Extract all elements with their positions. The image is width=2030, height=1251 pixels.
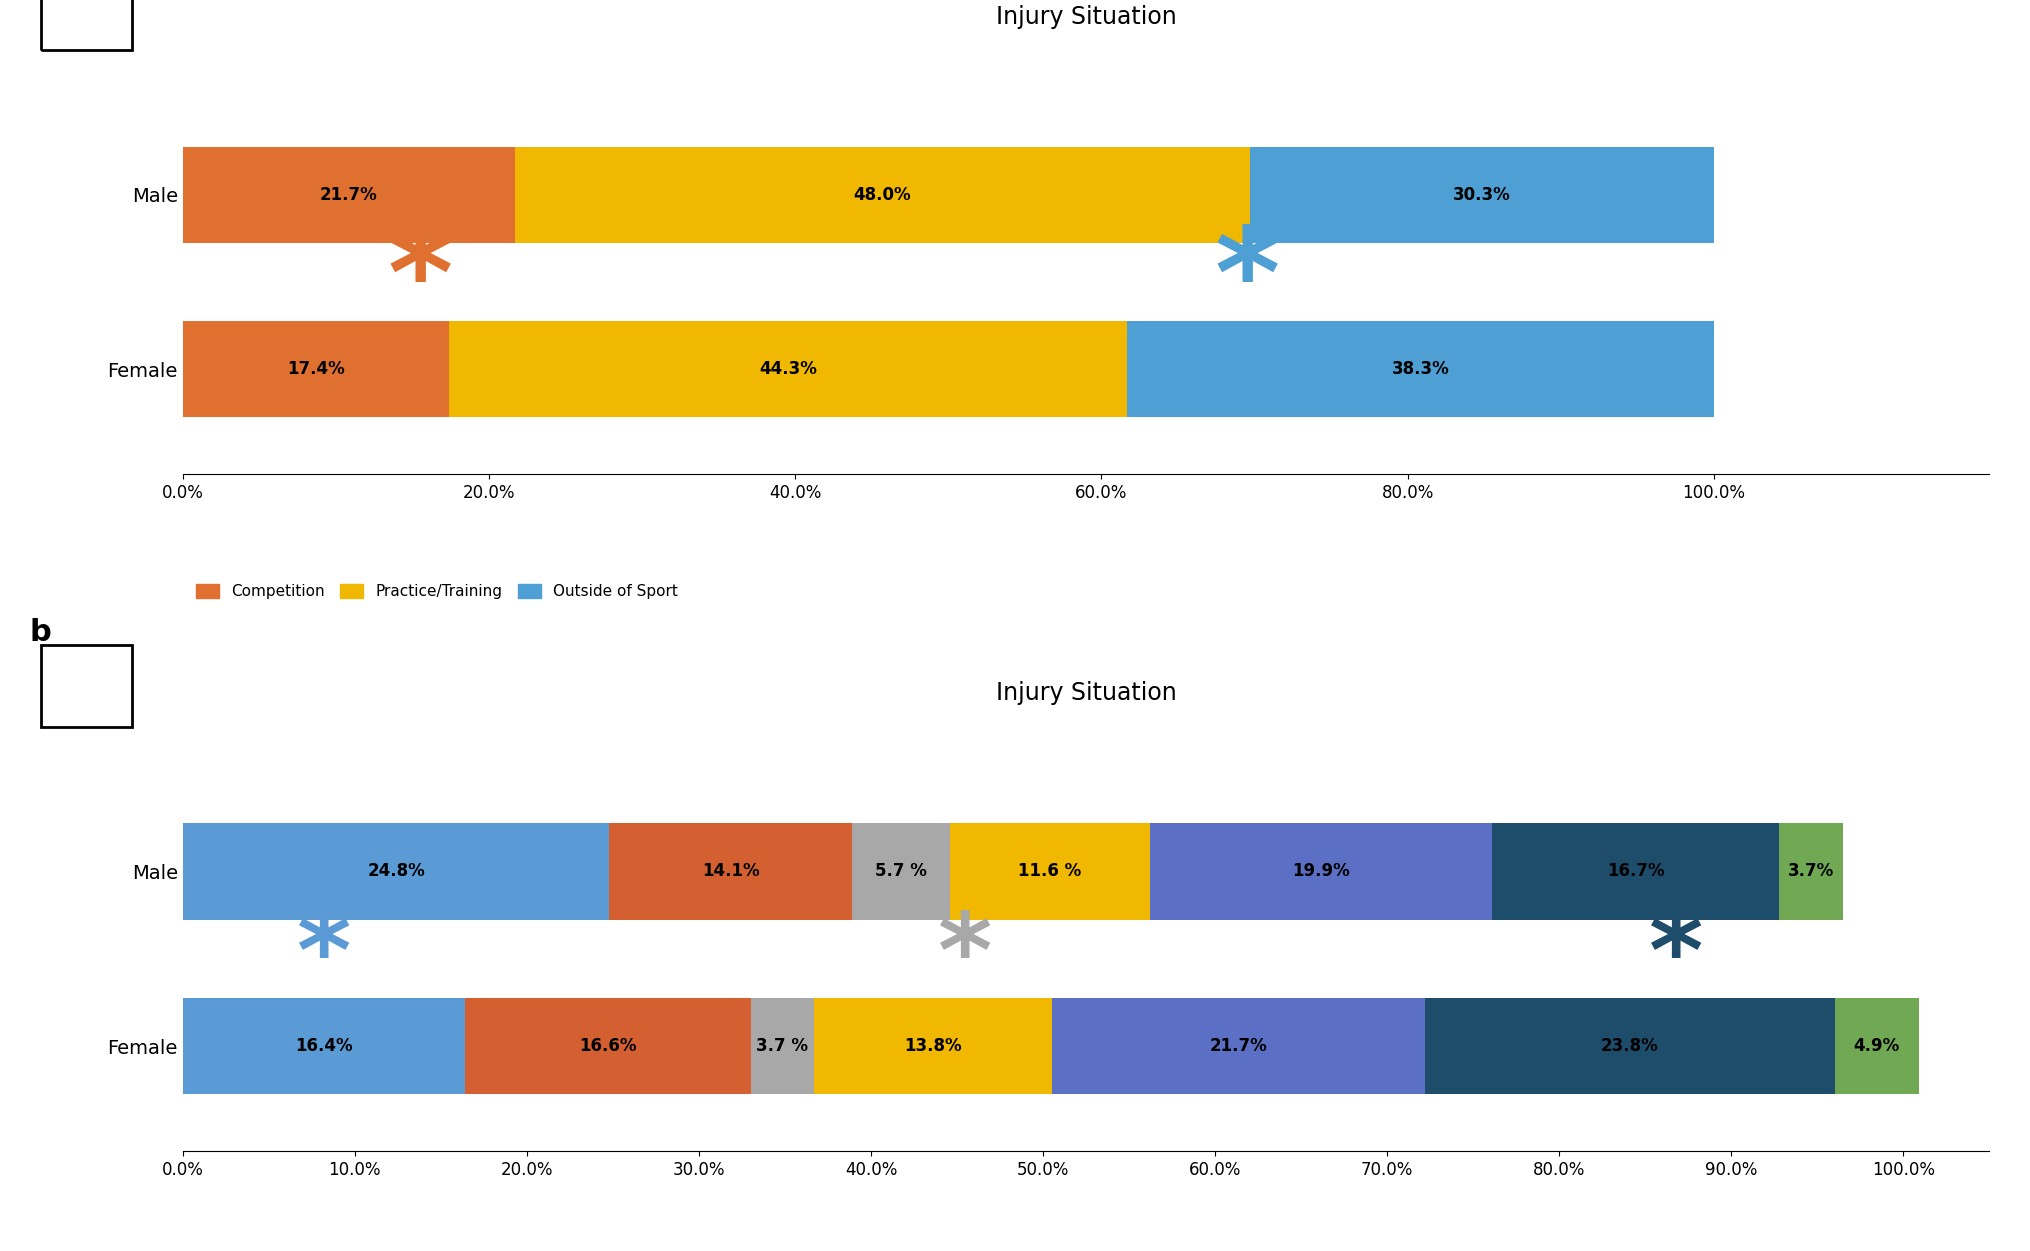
Text: *: *	[1648, 908, 1703, 1010]
Bar	[449, 322, 1127, 418]
Legend: Varsity/intercollegiate Sports, Club Sports, Intramurals, Military Training, PE : Varsity/intercollegiate Sports, Club Spo…	[191, 1246, 1429, 1251]
Bar	[1127, 322, 1713, 418]
Text: 24.8%: 24.8%	[367, 862, 424, 881]
Text: 19.9%: 19.9%	[1291, 862, 1350, 881]
Bar	[814, 998, 1052, 1095]
Text: 16.7%: 16.7%	[1608, 862, 1665, 881]
Text: 30.3%: 30.3%	[1453, 185, 1510, 204]
Text: 3.7%: 3.7%	[1788, 862, 1835, 881]
Text: 14.1%: 14.1%	[702, 862, 759, 881]
Bar	[950, 823, 1149, 919]
Text: *: *	[1214, 221, 1279, 343]
Text: 16.4%: 16.4%	[294, 1037, 353, 1055]
Text: 5.7 %: 5.7 %	[875, 862, 928, 881]
Text: b: b	[28, 618, 51, 647]
Text: 17.4%: 17.4%	[286, 360, 345, 378]
Bar	[1149, 823, 1492, 919]
Text: 38.3%: 38.3%	[1393, 360, 1449, 378]
Bar	[609, 823, 853, 919]
Text: *: *	[388, 221, 453, 343]
Bar	[1780, 823, 1843, 919]
Bar	[183, 998, 465, 1095]
Text: 21.7%: 21.7%	[1210, 1037, 1267, 1055]
Text: 21.7%: 21.7%	[321, 185, 378, 204]
Bar	[465, 998, 751, 1095]
Title: Injury Situation: Injury Situation	[995, 682, 1177, 706]
Text: *: *	[938, 908, 993, 1010]
Text: 3.7 %: 3.7 %	[757, 1037, 808, 1055]
Legend: Competition, Practice/Training, Outside of Sport: Competition, Practice/Training, Outside …	[191, 578, 684, 605]
Bar	[516, 146, 1250, 243]
Bar	[1425, 998, 1835, 1095]
Text: 13.8%: 13.8%	[903, 1037, 962, 1055]
Text: *: *	[296, 908, 351, 1010]
Text: 48.0%: 48.0%	[853, 185, 911, 204]
Bar	[853, 823, 950, 919]
Bar	[183, 823, 609, 919]
Bar	[1052, 998, 1425, 1095]
Text: 4.9%: 4.9%	[1853, 1037, 1900, 1055]
Bar	[1250, 146, 1713, 243]
Text: 16.6%: 16.6%	[579, 1037, 637, 1055]
Bar	[1492, 823, 1780, 919]
Bar	[183, 146, 516, 243]
Bar	[1835, 998, 1918, 1095]
Text: 44.3%: 44.3%	[759, 360, 818, 378]
Bar	[751, 998, 814, 1095]
Text: 23.8%: 23.8%	[1602, 1037, 1659, 1055]
Text: 11.6 %: 11.6 %	[1019, 862, 1082, 881]
Bar	[183, 322, 449, 418]
Title: Injury Situation: Injury Situation	[995, 5, 1177, 29]
